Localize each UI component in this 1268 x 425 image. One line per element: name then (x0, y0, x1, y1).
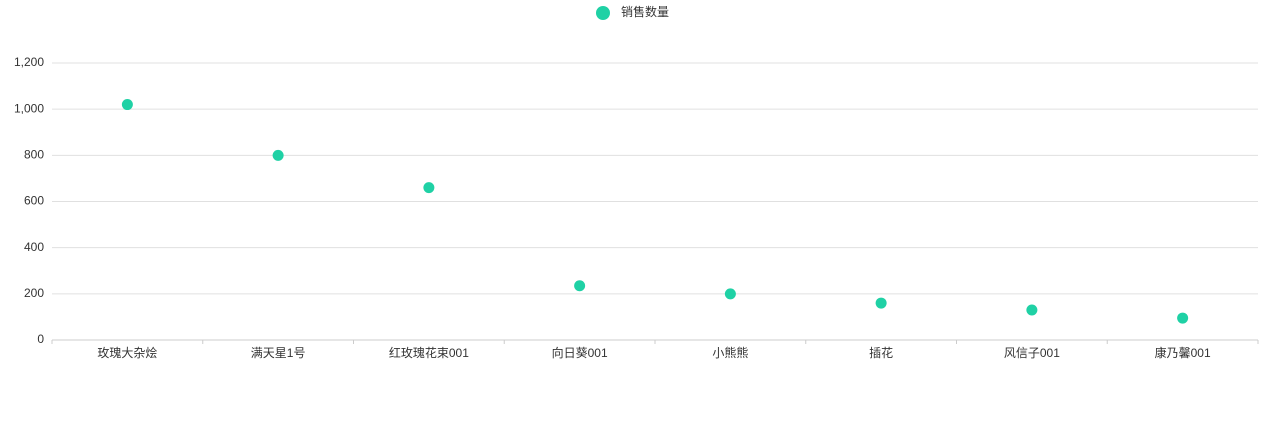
x-tick-label: 红玫瑰花束001 (389, 345, 469, 360)
scatter-point (1026, 304, 1038, 316)
y-tick-label: 200 (24, 286, 44, 300)
legend-label: 销售数量 (621, 4, 669, 19)
scatter-point (121, 99, 133, 111)
y-tick-label: 1,000 (14, 101, 44, 115)
scatter-point (423, 182, 435, 194)
y-tick-label: 400 (24, 240, 44, 254)
x-tick-label: 风信子001 (1004, 346, 1060, 360)
x-tick-label: 康乃馨001 (1155, 345, 1211, 360)
scatter-point (272, 149, 284, 161)
x-tick-label: 向日葵001 (552, 345, 608, 360)
scatter-point (1177, 312, 1189, 324)
scatter-point (875, 297, 887, 309)
y-tick-label: 0 (37, 332, 44, 346)
scatter-point (724, 288, 736, 300)
y-tick-label: 800 (24, 148, 44, 162)
y-tick-label: 1,200 (14, 55, 44, 69)
x-tick-label: 玫瑰大杂烩 (97, 345, 157, 360)
x-tick-label: 满天星1号 (251, 346, 306, 360)
y-tick-label: 600 (24, 194, 44, 208)
legend-marker (596, 6, 610, 20)
x-tick-label: 小熊熊 (712, 345, 748, 360)
scatter-point (574, 280, 586, 292)
x-tick-label: 插花 (869, 345, 893, 360)
